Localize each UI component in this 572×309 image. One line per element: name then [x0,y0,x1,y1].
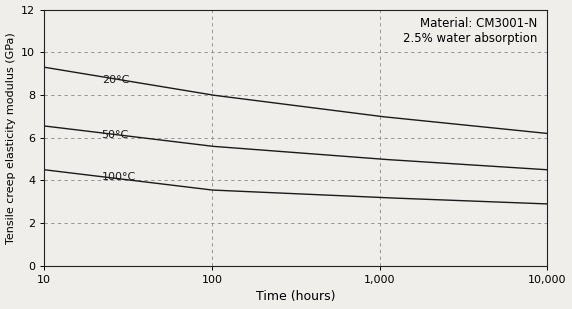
Y-axis label: Tensile creep elasticity modulus (GPa): Tensile creep elasticity modulus (GPa) [6,32,15,243]
Text: 20°C: 20°C [102,75,129,85]
Text: 50°C: 50°C [102,129,129,139]
X-axis label: Time (hours): Time (hours) [256,290,336,303]
Text: 100°C: 100°C [102,172,136,182]
Text: Material: CM3001-N
2.5% water absorption: Material: CM3001-N 2.5% water absorption [403,17,537,45]
